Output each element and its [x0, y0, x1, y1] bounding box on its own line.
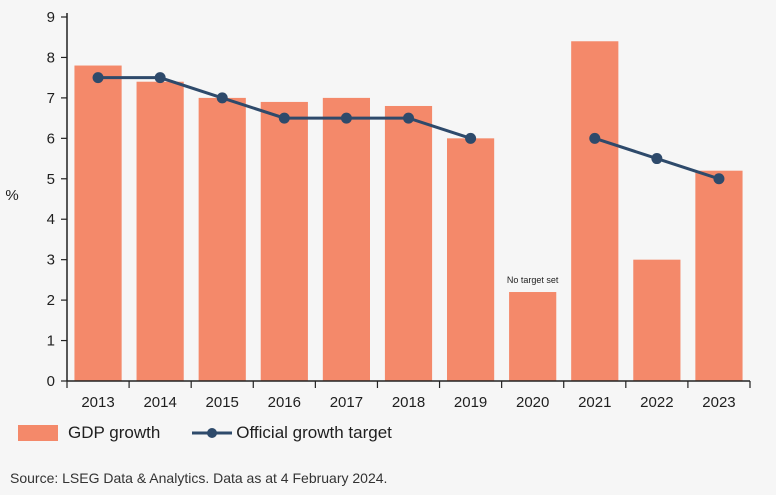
target-point-2017: [340, 112, 352, 124]
bar-2021: [571, 41, 619, 382]
bar-2019: [446, 138, 495, 381]
x-tick-label-2023: 2023: [702, 394, 735, 411]
target-point-2015: [216, 92, 228, 104]
y-tick-label-2: 2: [47, 292, 55, 309]
y-axis-label: %: [5, 187, 18, 204]
y-tick-label-3: 3: [47, 252, 55, 269]
chart: 0 1 2 3 4 5 6 7 8 9 2013 2014 2015 2016 2017 2018 2019 20…: [5, 9, 751, 411]
y-tick-label-0: 0: [47, 373, 55, 390]
bar-2018: [384, 105, 433, 381]
y-tick-label-5: 5: [47, 171, 55, 188]
y-tick-label-7: 7: [47, 90, 55, 107]
bar-2017: [322, 97, 371, 381]
bar-2015: [198, 97, 246, 381]
y-tick-label-4: 4: [47, 211, 55, 228]
target-point-2021: [589, 132, 601, 144]
target-point-2016: [278, 112, 290, 124]
x-tick-label-2015: 2015: [206, 394, 239, 411]
x-tick-label-2021: 2021: [578, 394, 611, 411]
legend-swatch-line: [192, 428, 233, 438]
x-tick-label-2014: 2014: [143, 394, 176, 411]
bar-2020: [509, 292, 557, 381]
x-tick-label-2016: 2016: [268, 394, 301, 411]
target-point-2018: [403, 112, 414, 124]
x-tick-label-2020: 2020: [516, 394, 549, 411]
x-tick-label-2018: 2018: [392, 394, 425, 411]
source-note: Source: LSEG Data & Analytics. Data as a…: [10, 470, 388, 486]
y-tick-label-8: 8: [47, 49, 55, 66]
target-point-2023: [713, 173, 725, 185]
annotation-2020: No target set: [507, 275, 559, 285]
legend-label-official-target: Official growth target: [236, 423, 392, 442]
x-tick-label-2017: 2017: [330, 394, 363, 411]
legend-swatch-bar: [18, 425, 58, 441]
bar-2014: [136, 81, 184, 381]
target-point-2019: [465, 132, 477, 144]
bar-2023: [695, 170, 743, 381]
target-point-2013: [92, 72, 104, 84]
y-tick-label-9: 9: [47, 9, 55, 26]
bar-2013: [74, 65, 122, 382]
bar-2022: [633, 259, 681, 381]
x-tick-label-2019: 2019: [454, 394, 487, 411]
target-point-2022: [651, 153, 663, 165]
legend-label-gdp-growth: GDP growth: [68, 423, 161, 442]
bar-2016: [260, 101, 308, 381]
x-tick-label-2022: 2022: [640, 394, 673, 411]
x-tick-label-2013: 2013: [81, 394, 114, 411]
legend-item-gdp-growth: GDP growth: [18, 423, 160, 443]
target-point-2014: [154, 72, 166, 84]
y-tick-label-1: 1: [47, 333, 55, 350]
legend: GDP growth Official growth target: [18, 420, 424, 446]
y-tick-label-6: 6: [47, 130, 55, 147]
legend-item-official-target: Official growth target: [192, 423, 392, 443]
